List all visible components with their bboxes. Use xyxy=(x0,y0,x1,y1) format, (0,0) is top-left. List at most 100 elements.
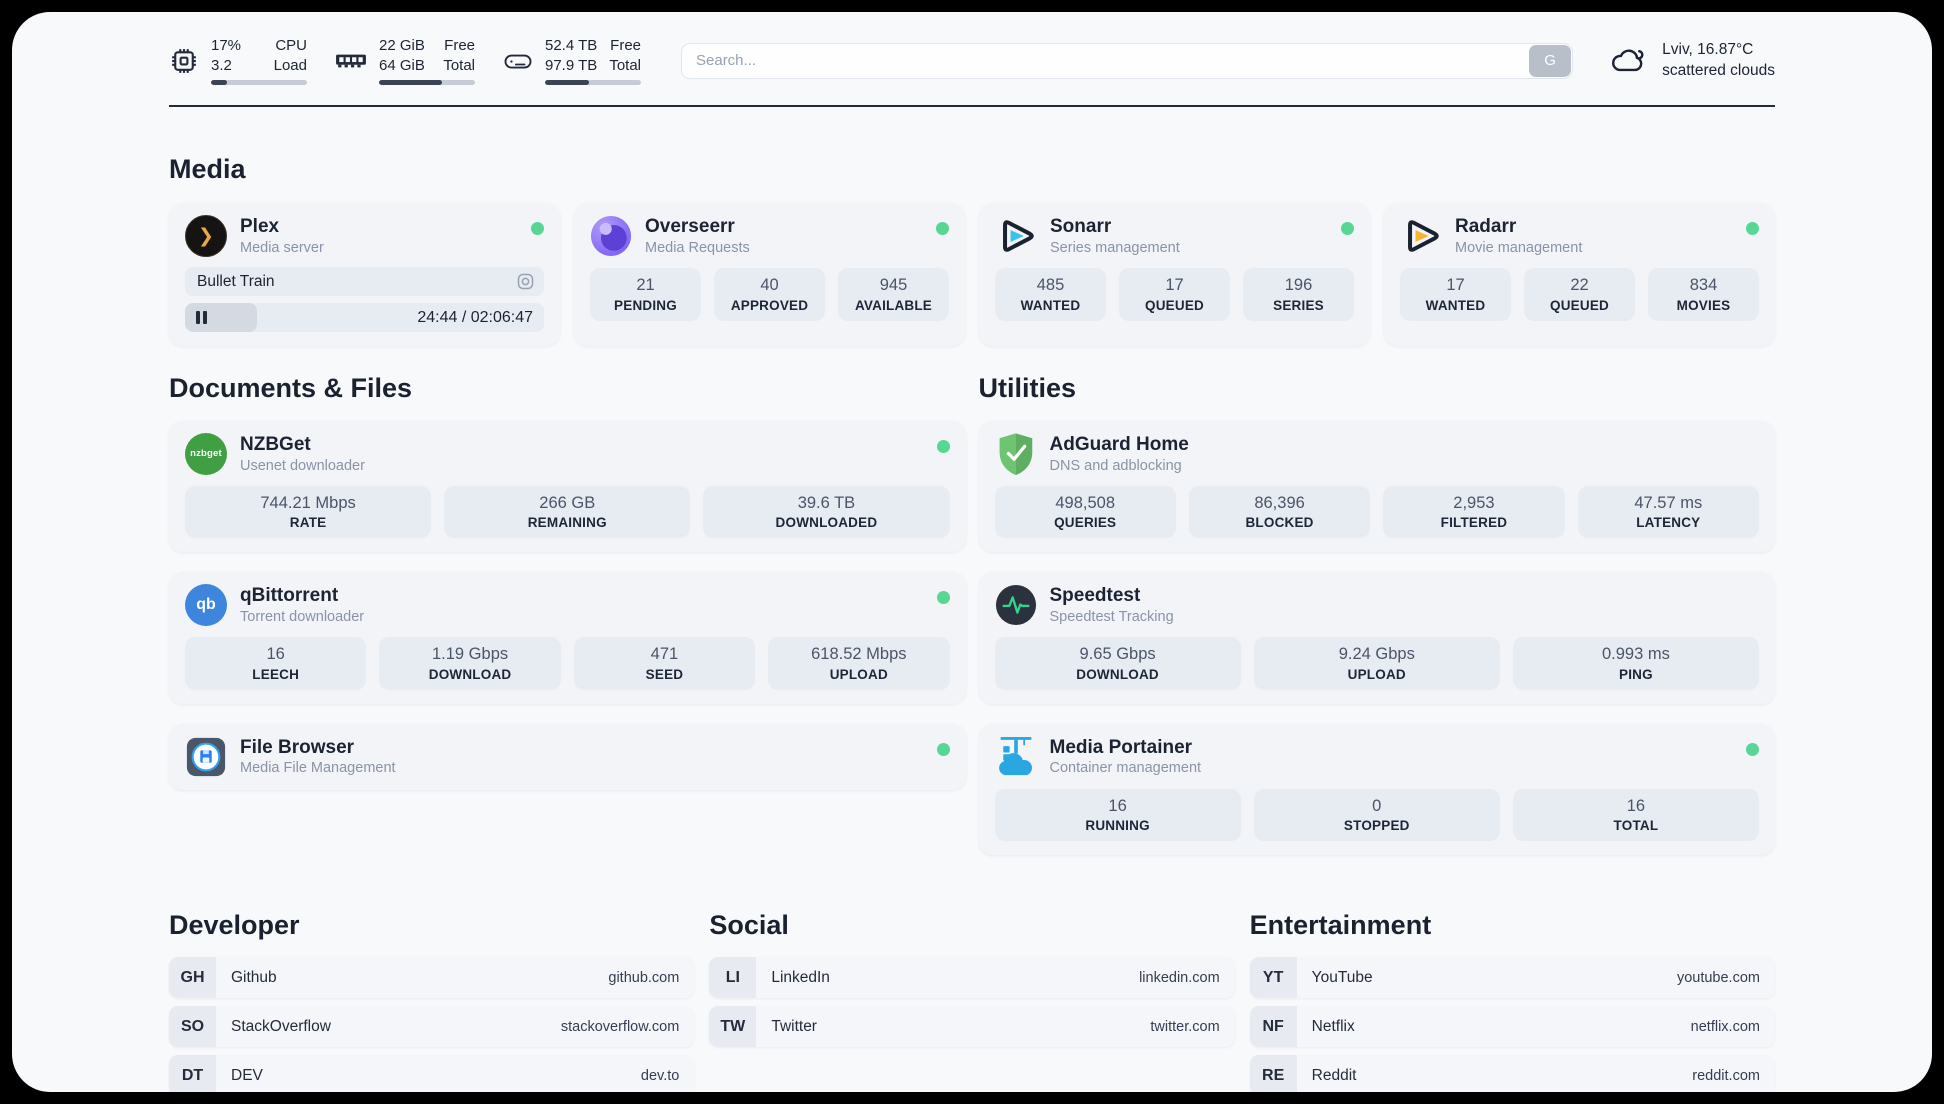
link-dev[interactable]: DT DEV dev.to xyxy=(169,1055,695,1092)
status-dot xyxy=(936,222,949,236)
app-title: Radarr xyxy=(1455,216,1517,238)
link-twitter[interactable]: TW Twitter twitter.com xyxy=(709,1006,1235,1048)
status-dot xyxy=(936,439,950,453)
app-subtitle: Media File Management xyxy=(240,760,396,777)
stat-approved: 40 APPROVED xyxy=(714,268,825,321)
app-card-radarr[interactable]: Radarr Movie management 17 WANTED 22 QUEUE… xyxy=(1384,203,1775,347)
entertainment-links-column: Entertainment YT YouTube youtube.com NF … xyxy=(1249,909,1775,1092)
stat-running: 16 RUNNING xyxy=(994,788,1241,842)
section-title-utilities: Utilities xyxy=(978,373,1077,404)
cpu-label-1: CPU xyxy=(275,37,307,54)
link-name: Reddit xyxy=(1311,1066,1357,1084)
status-dot xyxy=(936,591,950,605)
status-dot xyxy=(1746,742,1759,756)
link-reddit[interactable]: RE Reddit reddit.com xyxy=(1249,1055,1775,1092)
cloud-icon xyxy=(1609,46,1649,76)
app-title: qBittorrent xyxy=(240,585,339,607)
link-url: netflix.com xyxy=(1690,1018,1760,1035)
app-subtitle: Media Requests xyxy=(645,240,750,257)
ram-label-2: Total xyxy=(443,56,475,74)
link-url: twitter.com xyxy=(1150,1018,1220,1035)
app-title: Speedtest xyxy=(1049,585,1141,607)
link-name: LinkedIn xyxy=(771,968,830,986)
link-name: Github xyxy=(231,968,277,986)
pause-icon[interactable] xyxy=(196,311,207,325)
app-subtitle: DNS and adblocking xyxy=(1049,457,1182,474)
app-title: Plex xyxy=(240,216,280,238)
search-input[interactable] xyxy=(681,42,1574,79)
app-card-sonarr[interactable]: Sonarr Series management 485 WANTED 17 QUE… xyxy=(979,203,1370,347)
system-stats: 17% 3.2 CPU Load xyxy=(169,36,641,85)
utilities-column: Utilities AdGuard Home xyxy=(978,372,1775,856)
session-camera-icon[interactable] xyxy=(517,273,534,290)
section-title-entertainment: Entertainment xyxy=(1249,910,1432,941)
ram-total-value: 64 GiB xyxy=(379,56,425,74)
app-card-adguard[interactable]: AdGuard Home DNS and adblocking 498,508 Q… xyxy=(978,420,1775,553)
app-card-plex[interactable]: ❯ Plex Media server Bullet Train xyxy=(169,203,560,347)
radarr-icon xyxy=(1400,215,1442,257)
stat-download: 9.65 Gbps DOWNLOAD xyxy=(994,637,1241,690)
disk-stat: 52.4 TB 97.9 TB Free Total xyxy=(503,36,641,85)
stat-upload: 618.52 Mbps UPLOAD xyxy=(768,637,950,690)
disk-label-1: Free xyxy=(610,37,641,54)
stat-latency: 47.57 ms LATENCY xyxy=(1577,485,1759,539)
app-card-speedtest[interactable]: Speedtest Speedtest Tracking 9.65 Gbps DO… xyxy=(978,572,1775,704)
overseerr-icon xyxy=(590,215,632,257)
link-name: Netflix xyxy=(1311,1017,1355,1035)
stat-available: 945 AVAILABLE xyxy=(838,268,949,321)
stat-ping: 0.993 ms PING xyxy=(1512,637,1760,690)
app-card-nzbget[interactable]: nzbget NZBGet Usenet downloader 744.21 M… xyxy=(169,420,966,553)
media-cards-row: ❯ Plex Media server Bullet Train xyxy=(169,203,1775,347)
stat-queued: 22 QUEUED xyxy=(1524,268,1635,321)
developer-links-column: Developer GH Github github.com SO StackO… xyxy=(169,909,695,1092)
status-dot xyxy=(936,742,950,756)
link-name: Twitter xyxy=(771,1017,817,1035)
search-engine-button[interactable]: G xyxy=(1529,44,1572,77)
section-title-documents: Documents & Files xyxy=(169,373,413,404)
link-badge: TW xyxy=(709,1006,757,1048)
cpu-usage-value: 17% xyxy=(211,37,242,54)
app-card-filebrowser[interactable]: File Browser Media File Management xyxy=(169,723,966,790)
portainer-icon xyxy=(995,736,1037,778)
stat-stopped: 0 STOPPED xyxy=(1253,788,1500,842)
app-subtitle: Torrent downloader xyxy=(240,609,365,626)
disk-progress-bar xyxy=(545,80,641,85)
dashboard-panel: 17% 3.2 CPU Load xyxy=(12,12,1932,1092)
cpu-stat: 17% 3.2 CPU Load xyxy=(169,36,307,85)
link-github[interactable]: GH Github github.com xyxy=(169,957,695,999)
adguard-icon xyxy=(995,433,1037,475)
link-youtube[interactable]: YT YouTube youtube.com xyxy=(1249,957,1775,999)
link-netflix[interactable]: NF Netflix netflix.com xyxy=(1249,1006,1775,1048)
app-card-portainer[interactable]: Media Portainer Container management 16 R… xyxy=(978,723,1775,856)
playback-progress-bar: 24:44 / 02:06:47 xyxy=(185,303,544,333)
link-url: github.com xyxy=(608,969,680,986)
stat-downloaded: 39.6 TB DOWNLOADED xyxy=(703,485,950,539)
search-bar: G xyxy=(681,42,1574,79)
stat-rate: 744.21 Mbps RATE xyxy=(185,485,432,539)
status-dot xyxy=(1341,222,1354,236)
app-subtitle: Container management xyxy=(1049,760,1202,777)
app-title: File Browser xyxy=(240,736,355,758)
filebrowser-icon xyxy=(185,736,227,778)
app-subtitle: Media server xyxy=(240,240,324,257)
stat-download: 1.19 Gbps DOWNLOAD xyxy=(379,637,561,690)
link-badge: NF xyxy=(1249,1006,1297,1048)
app-card-qbittorrent[interactable]: qb qBittorrent Torrent downloader 16 LEEC… xyxy=(169,572,966,704)
stat-seed: 471 SEED xyxy=(573,637,756,690)
link-url: linkedin.com xyxy=(1139,969,1220,986)
link-stackoverflow[interactable]: SO StackOverflow stackoverflow.com xyxy=(169,1006,695,1048)
section-title-social: Social xyxy=(709,910,789,941)
app-subtitle: Speedtest Tracking xyxy=(1049,609,1174,626)
playback-time: 24:44 / 02:06:47 xyxy=(417,308,533,326)
stat-blocked: 86,396 BLOCKED xyxy=(1188,485,1371,539)
disk-free-value: 52.4 TB xyxy=(545,37,598,54)
weather-condition: scattered clouds xyxy=(1662,61,1775,79)
weather-widget[interactable]: Lviv, 16.87°C scattered clouds xyxy=(1609,40,1775,82)
ram-free-value: 22 GiB xyxy=(379,37,425,54)
link-linkedin[interactable]: LI LinkedIn linkedin.com xyxy=(709,957,1235,999)
app-card-overseerr[interactable]: Overseerr Media Requests 21 PENDING 40 APP… xyxy=(574,203,965,347)
ram-progress-bar xyxy=(379,80,475,85)
link-badge: LI xyxy=(709,957,757,999)
app-title: Sonarr xyxy=(1050,216,1112,238)
link-badge: RE xyxy=(1249,1055,1297,1092)
